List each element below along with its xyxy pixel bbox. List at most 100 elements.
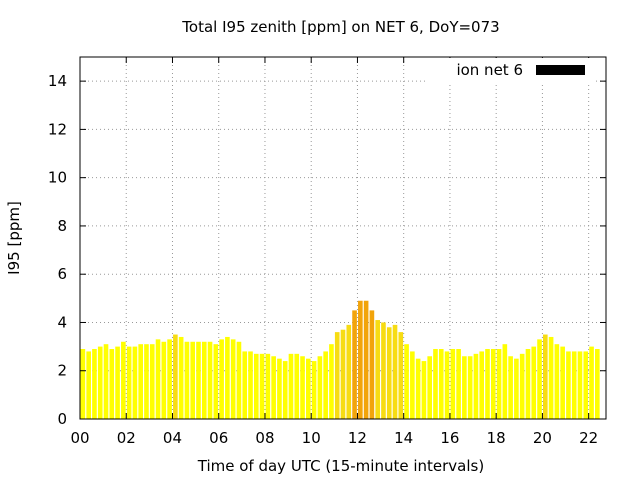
bar: [410, 351, 415, 419]
bar: [514, 358, 519, 419]
bar: [381, 322, 386, 419]
y-tick-label: 2: [57, 362, 67, 380]
bar: [415, 358, 421, 419]
bar: [577, 351, 583, 419]
bar: [161, 341, 167, 419]
x-tick-label: 00: [70, 429, 89, 447]
bar: [277, 358, 282, 419]
bar: [571, 351, 577, 419]
chart-title: Total I95 zenith [ppm] on NET 6, DoY=073: [181, 18, 499, 36]
bar: [236, 341, 242, 419]
bar: [103, 344, 109, 419]
x-tick-label: 20: [533, 429, 552, 447]
bar: [329, 344, 334, 419]
bar: [317, 356, 323, 419]
bar: [178, 336, 184, 419]
bar: [109, 349, 115, 419]
bar: [352, 310, 357, 419]
bar: [144, 344, 149, 419]
bar: [369, 310, 375, 419]
bar: [97, 346, 103, 419]
x-tick-label: 02: [117, 429, 136, 447]
y-tick-label: 14: [48, 72, 67, 90]
bar: [248, 351, 253, 419]
bar: [543, 334, 548, 419]
bar: [155, 339, 161, 419]
bar: [508, 356, 513, 419]
grid-lines: [80, 57, 606, 419]
bar: [253, 353, 259, 419]
bar: [462, 356, 467, 419]
bar: [334, 332, 340, 419]
bar: [450, 349, 456, 419]
bar: [173, 334, 178, 419]
x-tick-label: 10: [302, 429, 321, 447]
y-axis-label: I95 [ppm]: [5, 201, 23, 275]
bar: [132, 346, 138, 419]
bar: [502, 344, 508, 419]
bar: [288, 353, 294, 419]
bar: [456, 349, 461, 419]
bar: [196, 341, 201, 419]
bar: [398, 332, 404, 419]
bar: [225, 336, 230, 419]
bar: [184, 341, 190, 419]
legend-label: ion net 6: [456, 61, 523, 79]
bar: [566, 351, 571, 419]
bar: [548, 336, 554, 419]
bar: [583, 351, 589, 419]
y-tick-label: 0: [57, 410, 67, 428]
x-tick-label: 06: [209, 429, 228, 447]
bar: [242, 351, 248, 419]
bar: [346, 324, 352, 419]
bar: [300, 356, 305, 419]
bar: [138, 344, 143, 419]
plot-frame: [79, 56, 607, 420]
bar: [167, 339, 172, 419]
bar: [496, 349, 502, 419]
x-tick-label: 16: [440, 429, 459, 447]
bar: [126, 346, 132, 419]
bar: [392, 324, 398, 419]
bar: [207, 341, 213, 419]
bar: [213, 344, 219, 419]
bar: [519, 353, 525, 419]
bar: [190, 341, 196, 419]
legend: ion net 6: [428, 58, 593, 82]
bar: [86, 351, 91, 419]
bar: [404, 344, 409, 419]
y-tick-label: 4: [57, 313, 67, 331]
y-tick-label: 12: [48, 120, 67, 138]
bar: [219, 339, 224, 419]
bar: [271, 356, 276, 419]
bar: [438, 349, 444, 419]
bar: [473, 353, 479, 419]
bar: [340, 329, 346, 419]
x-tick-label: 04: [163, 429, 182, 447]
bar: [421, 361, 427, 419]
bar: [282, 361, 288, 419]
bar: [363, 300, 369, 419]
x-tick-label: 12: [348, 429, 367, 447]
bar: [433, 349, 438, 419]
x-tick-label: 22: [579, 429, 598, 447]
bar: [115, 346, 120, 419]
bar: [230, 339, 236, 419]
bar: [479, 351, 485, 419]
bar: [589, 346, 594, 419]
bar: [265, 353, 271, 419]
bar: [595, 349, 600, 419]
bar: [201, 341, 207, 419]
bar: [444, 351, 450, 419]
bar: [121, 341, 126, 419]
bar: [358, 300, 363, 419]
x-tick-label: 18: [487, 429, 506, 447]
bar: [311, 361, 317, 419]
bar: [490, 349, 496, 419]
bar: [323, 351, 328, 419]
bar: [525, 349, 531, 419]
bar: [554, 344, 560, 419]
bar: [560, 346, 565, 419]
